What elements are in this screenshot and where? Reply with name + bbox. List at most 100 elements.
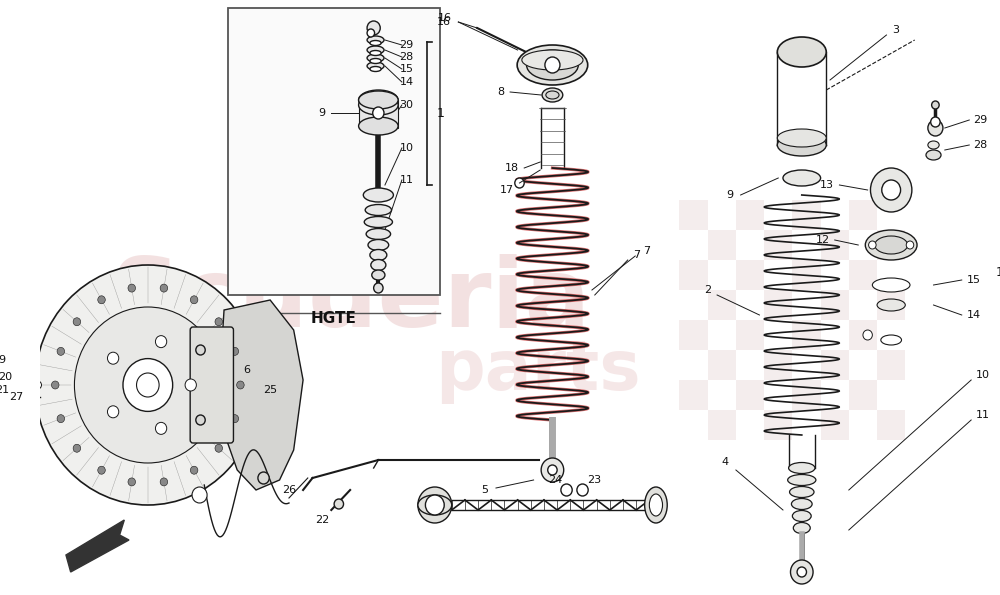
Circle shape	[545, 57, 560, 73]
Circle shape	[541, 458, 564, 482]
Ellipse shape	[366, 228, 391, 240]
Bar	[736, 200, 764, 230]
Circle shape	[425, 495, 444, 515]
Text: 1: 1	[437, 107, 444, 120]
Circle shape	[231, 347, 239, 355]
Circle shape	[797, 567, 806, 577]
Circle shape	[190, 466, 198, 474]
Text: 14: 14	[967, 310, 981, 320]
Circle shape	[51, 381, 59, 389]
Bar	[679, 260, 708, 290]
Circle shape	[882, 180, 901, 200]
Bar	[679, 380, 708, 410]
Ellipse shape	[792, 511, 811, 521]
Text: parts: parts	[436, 337, 641, 403]
Text: 15: 15	[967, 275, 981, 285]
Circle shape	[561, 484, 572, 496]
Bar	[849, 260, 877, 290]
Circle shape	[107, 352, 119, 364]
Ellipse shape	[777, 134, 826, 156]
Text: 16: 16	[437, 17, 451, 27]
Circle shape	[215, 444, 223, 452]
Circle shape	[123, 359, 173, 411]
Circle shape	[137, 373, 159, 397]
Bar	[821, 290, 849, 320]
Ellipse shape	[783, 170, 821, 186]
Ellipse shape	[791, 499, 812, 509]
Bar	[708, 410, 736, 440]
Text: 25: 25	[263, 385, 277, 395]
Circle shape	[577, 484, 588, 496]
Bar	[708, 290, 736, 320]
Ellipse shape	[372, 270, 385, 280]
Bar	[228, 8, 440, 295]
Ellipse shape	[370, 40, 381, 45]
Text: 30: 30	[400, 100, 414, 110]
Circle shape	[107, 406, 119, 418]
Circle shape	[34, 381, 41, 389]
Text: 28: 28	[973, 140, 988, 150]
Text: 11: 11	[400, 175, 414, 185]
Circle shape	[73, 444, 81, 452]
Text: 10: 10	[400, 143, 414, 153]
Circle shape	[35, 265, 261, 505]
Ellipse shape	[928, 141, 939, 149]
Ellipse shape	[926, 150, 941, 160]
Bar	[877, 410, 905, 440]
Ellipse shape	[359, 95, 398, 115]
Bar	[877, 350, 905, 380]
Ellipse shape	[359, 91, 398, 109]
Circle shape	[128, 478, 136, 486]
Circle shape	[418, 487, 452, 523]
Ellipse shape	[649, 494, 663, 516]
Text: 24: 24	[548, 475, 562, 485]
Bar	[736, 380, 764, 410]
Circle shape	[128, 284, 136, 292]
Text: 2: 2	[704, 285, 711, 295]
Circle shape	[26, 366, 34, 374]
Text: 13: 13	[820, 180, 834, 190]
Bar	[792, 200, 821, 230]
Bar	[792, 380, 821, 410]
Text: 3: 3	[892, 25, 899, 35]
Circle shape	[196, 345, 205, 355]
Circle shape	[373, 107, 384, 119]
Text: 18: 18	[505, 163, 519, 173]
Ellipse shape	[370, 58, 381, 64]
Ellipse shape	[869, 241, 876, 249]
Circle shape	[192, 487, 207, 503]
Ellipse shape	[906, 241, 914, 249]
Ellipse shape	[367, 62, 384, 70]
Ellipse shape	[777, 37, 826, 67]
Ellipse shape	[365, 205, 392, 215]
Text: 8: 8	[497, 87, 504, 97]
Text: 12: 12	[815, 235, 830, 245]
Ellipse shape	[368, 240, 389, 250]
Polygon shape	[66, 520, 129, 572]
Text: 19: 19	[0, 355, 7, 365]
Text: 7: 7	[634, 250, 641, 260]
Ellipse shape	[793, 522, 810, 534]
Circle shape	[98, 466, 105, 474]
Circle shape	[155, 422, 167, 434]
Ellipse shape	[364, 217, 392, 227]
Circle shape	[548, 465, 557, 475]
Circle shape	[231, 415, 239, 422]
Circle shape	[190, 296, 198, 304]
Circle shape	[870, 168, 912, 212]
Ellipse shape	[546, 91, 559, 99]
Circle shape	[334, 499, 344, 509]
Circle shape	[931, 117, 940, 127]
Ellipse shape	[371, 259, 386, 271]
Text: 7: 7	[643, 246, 650, 256]
Ellipse shape	[370, 67, 381, 71]
Text: 10: 10	[975, 370, 989, 380]
Bar	[821, 350, 849, 380]
Circle shape	[790, 560, 813, 584]
Circle shape	[515, 178, 524, 188]
Bar	[708, 230, 736, 260]
Ellipse shape	[790, 487, 814, 497]
Text: 16: 16	[438, 13, 452, 23]
Text: 27: 27	[9, 392, 23, 402]
Text: 6: 6	[243, 365, 250, 375]
